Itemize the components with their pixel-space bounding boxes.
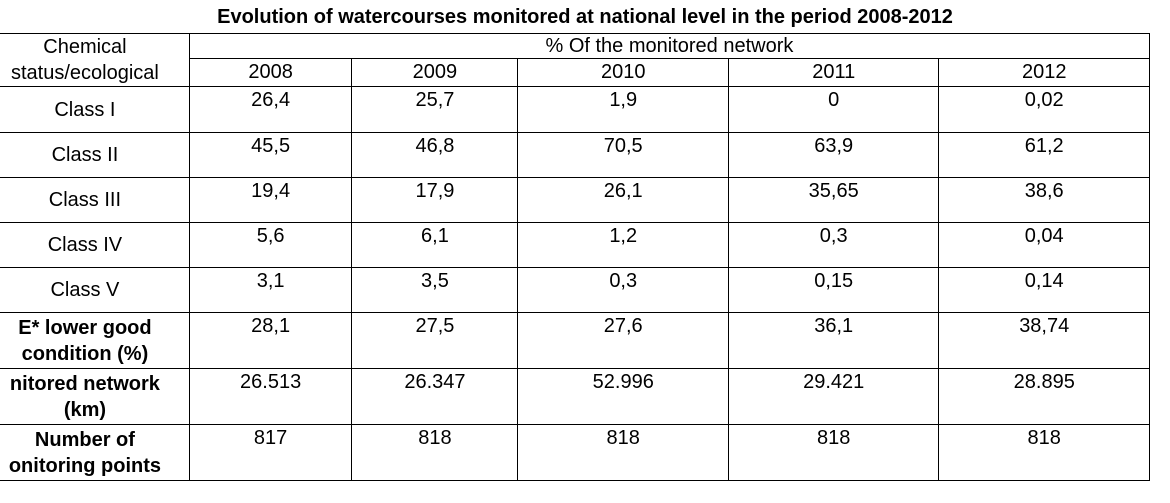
row-label-line2: (km) xyxy=(63,398,107,421)
year-header: 2009 xyxy=(351,58,519,87)
monitoring-table: Chemical status/ecological % Of the moni… xyxy=(0,32,1151,481)
year-header: 2010 xyxy=(517,58,729,87)
value-cell: 0,14 xyxy=(938,267,1150,313)
header-row-top: Chemical status/ecological % Of the moni… xyxy=(0,32,1151,87)
value-cell: 27,6 xyxy=(517,312,729,369)
table-row: Class I 26,4 25,7 1,9 0 0,02 xyxy=(0,86,1150,133)
table-row: Class V 3,1 3,5 0,3 0,15 0,14 xyxy=(0,267,1150,313)
row-label-header-line1: Chemical xyxy=(43,36,127,58)
row-label: E* lower good condition (%) xyxy=(0,312,190,369)
row-label: Number of onitoring points xyxy=(0,424,190,481)
value-cell: 3,5 xyxy=(351,267,519,313)
value-cell: 817 xyxy=(188,424,353,481)
value-cell: 38,74 xyxy=(938,312,1150,369)
value-cell: 3,1 xyxy=(188,267,353,313)
value-cell: 28.895 xyxy=(938,368,1150,425)
value-cell: 818 xyxy=(351,424,519,481)
year-header: 2011 xyxy=(727,58,940,87)
year-header: 2012 xyxy=(938,58,1150,87)
table-row: Number of onitoring points 817 818 818 818 818 xyxy=(0,424,1150,481)
value-cell: 26.347 xyxy=(351,368,519,425)
value-cell: 6,1 xyxy=(351,222,519,268)
value-cell: 36,1 xyxy=(727,312,940,369)
row-label: Class I xyxy=(0,86,190,133)
value-cell: 0,15 xyxy=(727,267,940,313)
value-cell: 26.513 xyxy=(188,368,353,425)
table-row: E* lower good condition (%) 28,1 27,5 27,6 36… xyxy=(0,312,1150,369)
row-label-line1: Class I xyxy=(54,98,116,121)
row-label: nitored network (km) xyxy=(0,368,190,425)
table-row: Class II 45,5 46,8 70,5 63,9 61,2 xyxy=(0,132,1150,178)
year-header: 2008 xyxy=(188,58,353,87)
value-cell: 5,6 xyxy=(188,222,353,268)
value-cell: 0 xyxy=(727,86,940,133)
value-cell: 0,02 xyxy=(938,86,1150,133)
value-cell: 0,04 xyxy=(938,222,1150,268)
span-header: % Of the monitored network xyxy=(188,32,1151,60)
value-cell: 63,9 xyxy=(727,132,940,178)
row-label-line1: Class II xyxy=(51,144,119,166)
value-cell: 46,8 xyxy=(351,132,519,178)
value-cell: 818 xyxy=(517,424,729,481)
value-cell: 818 xyxy=(938,424,1150,481)
row-label-header: Chemical status/ecological xyxy=(0,33,190,87)
value-cell: 52.996 xyxy=(517,368,729,425)
table-body: Class I 26,4 25,7 1,9 0 0,02 Class II 45,5 46,8 7… xyxy=(0,86,1150,481)
table-title: Evolution of watercourses monitored at n… xyxy=(217,6,953,28)
table-row: nitored network (km) 26.513 26.347 52.996 29.… xyxy=(0,368,1150,425)
value-cell: 26,4 xyxy=(188,86,353,133)
header-row-years: 2008 2009 2010 2011 2012 xyxy=(0,58,1150,87)
row-label: Class V xyxy=(0,267,190,313)
value-cell: 1,2 xyxy=(517,222,729,268)
row-label-line1: Number of xyxy=(34,428,135,451)
value-cell: 28,1 xyxy=(188,312,353,369)
value-cell: 61,2 xyxy=(938,132,1150,178)
value-cell: 29.421 xyxy=(727,368,940,425)
value-cell: 17,9 xyxy=(351,177,519,223)
value-cell: 26,1 xyxy=(517,177,729,223)
value-cell: 45,5 xyxy=(188,132,353,178)
row-label-line2: condition (%) xyxy=(21,342,149,365)
value-cell: 1,9 xyxy=(517,86,729,133)
row-label-line2: onitoring points xyxy=(8,454,162,477)
value-cell: 35,65 xyxy=(727,177,940,223)
table-row: Class III 19,4 17,9 26,1 35,65 38,6 xyxy=(0,177,1150,223)
table-row: Class IV 5,6 6,1 1,2 0,3 0,04 xyxy=(0,222,1150,268)
row-label-line1: E* lower good xyxy=(18,316,152,339)
row-label-header-line2: status/ecological xyxy=(10,62,159,84)
row-label: Class III xyxy=(0,177,190,223)
value-cell: 0,3 xyxy=(727,222,940,268)
value-cell: 19,4 xyxy=(188,177,353,223)
row-label-line1: Class III xyxy=(48,189,122,211)
value-cell: 70,5 xyxy=(517,132,729,178)
value-cell: 27,5 xyxy=(351,312,519,369)
value-cell: 0,3 xyxy=(517,267,729,313)
value-cell: 25,7 xyxy=(351,86,519,133)
row-label-line1: Class V xyxy=(50,279,120,301)
row-label-line1: nitored network xyxy=(9,372,160,395)
row-label-line1: Class IV xyxy=(47,234,123,256)
row-label: Class II xyxy=(0,132,190,178)
value-cell: 818 xyxy=(727,424,940,481)
row-label: Class IV xyxy=(0,222,190,268)
value-cell: 38,6 xyxy=(938,177,1150,223)
